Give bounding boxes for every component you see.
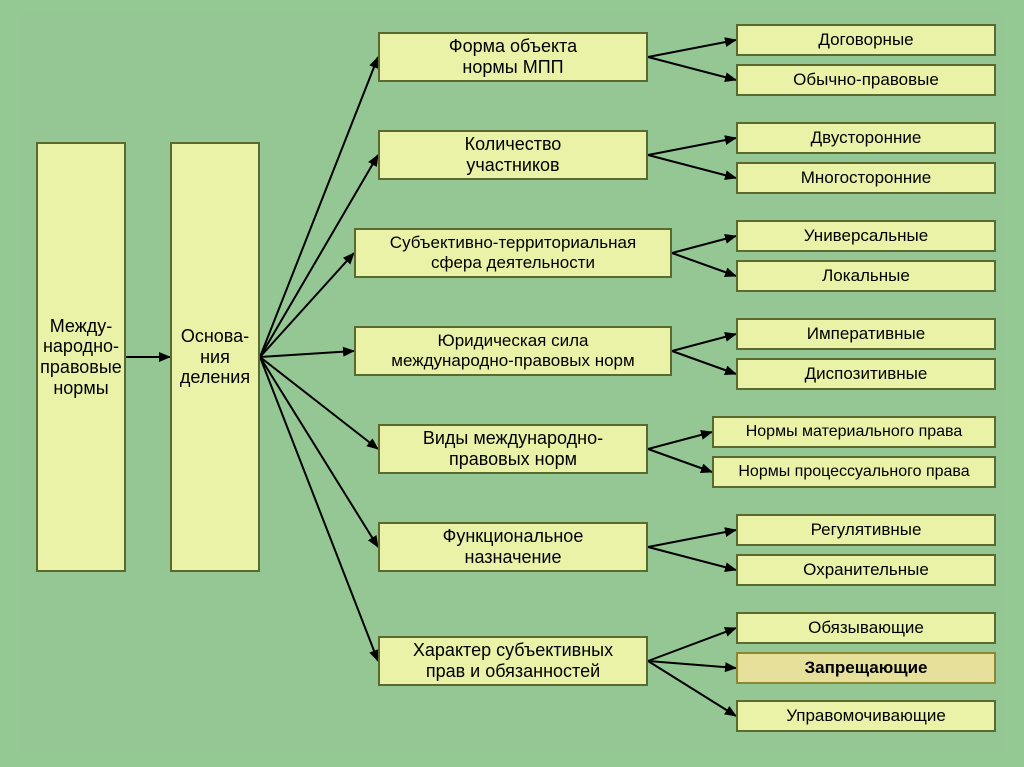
node-label: Многосторонние — [801, 168, 931, 188]
node-label: Между-народно-правовыенормы — [40, 316, 122, 399]
node-label: Управомочивающие — [786, 706, 946, 726]
node-label: Нормы процессуального права — [738, 463, 969, 481]
node-label: Обязывающие — [808, 618, 924, 638]
node-label: Субъективно-территориальнаясфера деятель… — [390, 233, 636, 272]
node-m3: Субъективно-территориальнаясфера деятель… — [354, 228, 672, 278]
node-label: Запрещающие — [805, 658, 928, 678]
node-label: Нормы материального права — [746, 423, 963, 441]
node-m4: Юридическая силамеждународно-правовых но… — [354, 326, 672, 376]
node-label: Охранительные — [803, 560, 929, 580]
node-label: Обычно-правовые — [793, 70, 939, 90]
node-label: Двусторонние — [811, 128, 922, 148]
node-l1a: Договорные — [736, 24, 996, 56]
node-label: Основа-нияделения — [180, 326, 250, 388]
node-m6: Функциональноеназначение — [378, 522, 648, 572]
node-label: Универсальные — [804, 226, 928, 246]
node-l3a: Универсальные — [736, 220, 996, 252]
node-l3b: Локальные — [736, 260, 996, 292]
node-m5: Виды международно-правовых норм — [378, 424, 648, 474]
node-m2: Количествоучастников — [378, 130, 648, 180]
node-label: Функциональноеназначение — [443, 526, 584, 567]
node-l7c: Управомочивающие — [736, 700, 996, 732]
node-label: Императивные — [807, 324, 925, 344]
node-l2a: Двусторонние — [736, 122, 996, 154]
node-label: Количествоучастников — [465, 134, 562, 175]
node-label: Регулятивные — [811, 520, 922, 540]
node-criteria: Основа-нияделения — [170, 142, 260, 572]
node-label: Договорные — [818, 30, 913, 50]
node-l1b: Обычно-правовые — [736, 64, 996, 96]
node-l7a: Обязывающие — [736, 612, 996, 644]
node-label: Виды международно-правовых норм — [423, 428, 603, 469]
diagram-canvas: Между-народно-правовыенормы Основа-ниядел… — [0, 0, 1024, 767]
node-label: Локальные — [822, 266, 910, 286]
node-l5a: Нормы материального права — [712, 416, 996, 448]
node-l4b: Диспозитивные — [736, 358, 996, 390]
node-l4a: Императивные — [736, 318, 996, 350]
node-label: Диспозитивные — [805, 364, 928, 384]
node-l5b: Нормы процессуального права — [712, 456, 996, 488]
node-label: Характер субъективныхправ и обязанностей — [413, 640, 613, 681]
node-m1: Форма объектанормы МПП — [378, 32, 648, 82]
node-root: Между-народно-правовыенормы — [36, 142, 126, 572]
node-label: Юридическая силамеждународно-правовых но… — [391, 331, 634, 370]
node-l2b: Многосторонние — [736, 162, 996, 194]
node-label: Форма объектанормы МПП — [449, 36, 577, 77]
node-l7b: Запрещающие — [736, 652, 996, 684]
node-l6a: Регулятивные — [736, 514, 996, 546]
node-l6b: Охранительные — [736, 554, 996, 586]
node-m7: Характер субъективныхправ и обязанностей — [378, 636, 648, 686]
